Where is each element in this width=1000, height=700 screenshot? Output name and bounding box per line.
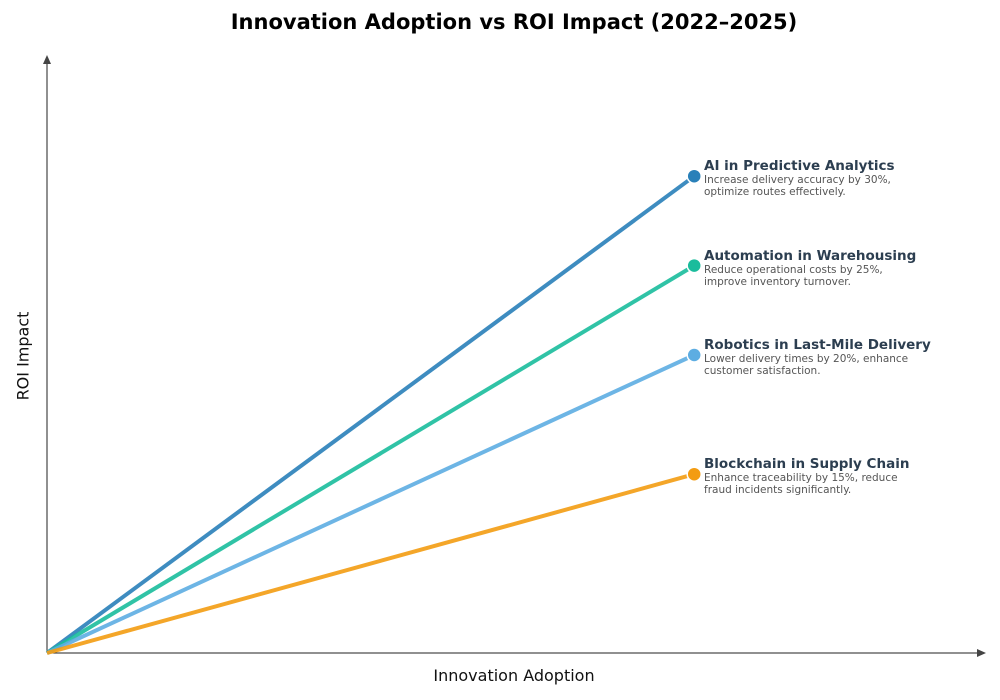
x-axis-arrow-icon	[977, 649, 986, 657]
chart-title: Innovation Adoption vs ROI Impact (2022–…	[230, 10, 798, 34]
series-line	[45, 174, 696, 655]
series-annotation: Blockchain in Supply Chain Enhance tracea…	[704, 456, 919, 496]
series-line	[46, 353, 696, 655]
series-annotation: Robotics in Last-Mile Delivery Lower deli…	[704, 337, 931, 377]
series-description: Reduce operational costs by 25%, improve…	[704, 263, 883, 288]
series-description: Lower delivery times by 20%, enhance cus…	[704, 353, 909, 377]
series-annotation: AI in Predictive Analytics Increase deliv…	[704, 158, 919, 198]
series-end-marker	[686, 168, 702, 184]
series-description: Enhance traceability by 15%, reduce frau…	[704, 472, 898, 497]
series-end-marker	[686, 347, 702, 363]
x-axis-label: Innovation Adoption	[433, 666, 595, 685]
y-axis-arrow-icon	[43, 55, 51, 64]
series-line	[46, 472, 695, 655]
series-name: Blockchain in Supply Chain	[704, 456, 910, 473]
series-line	[45, 263, 696, 655]
series-name: AI in Predictive Analytics	[704, 158, 895, 175]
y-axis-label: ROI Impact	[13, 311, 33, 401]
series-name: Robotics in Last-Mile Delivery	[704, 337, 931, 353]
series-end-marker	[686, 257, 702, 274]
series-description: Increase delivery accuracy by 30%, optim…	[704, 174, 891, 199]
series-name: Automation in Warehousing	[704, 247, 917, 264]
series-end-marker	[686, 466, 702, 482]
series-annotation: Automation in Warehousing Reduce operatio…	[704, 248, 919, 288]
